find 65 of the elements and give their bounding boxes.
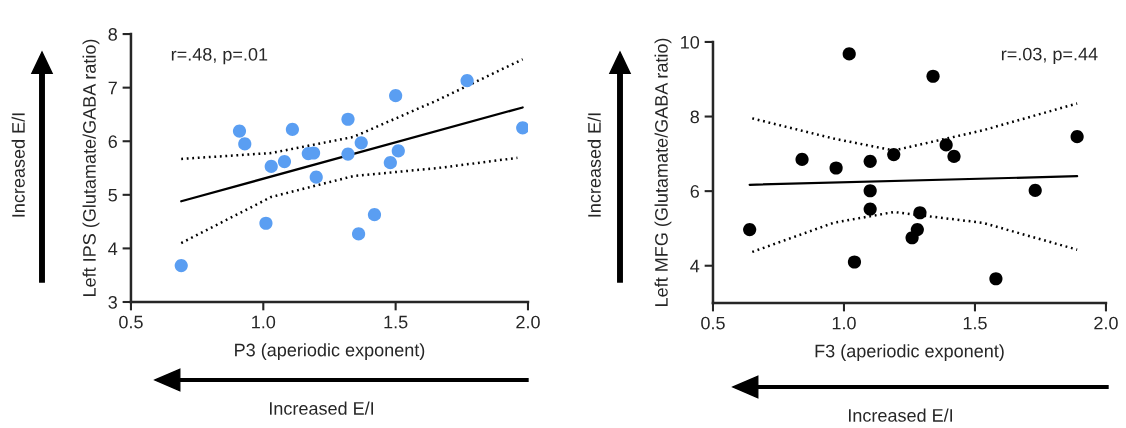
point <box>913 206 927 220</box>
x-tick-label: 2.0 <box>1094 316 1118 330</box>
y-tick-label: 8 <box>108 28 117 41</box>
point <box>238 137 252 151</box>
point <box>863 202 877 216</box>
point <box>847 255 862 269</box>
point <box>795 152 809 167</box>
point <box>341 112 355 126</box>
point <box>309 170 323 184</box>
y-tick-label: 5 <box>108 188 117 202</box>
y-tick-label: 8 <box>690 110 699 124</box>
x-tick-label: 0.5 <box>119 315 143 329</box>
y-tick-label: 4 <box>690 259 700 273</box>
y-axis-title: Left IPS (Glutamate/GABA ratio) <box>82 39 100 296</box>
point <box>232 124 247 138</box>
point <box>174 258 188 273</box>
point <box>829 161 843 175</box>
x-axis-title: P3 (aperiodic exponent) <box>235 343 425 360</box>
x-tick-label: 0.5 <box>701 316 725 330</box>
x-axis-title: F3 (aperiodic exponent) <box>815 344 1004 361</box>
point <box>947 149 961 164</box>
point <box>516 121 528 135</box>
point <box>341 147 355 161</box>
point <box>460 74 474 88</box>
point <box>1070 130 1084 144</box>
point <box>391 144 405 158</box>
point <box>989 272 1003 286</box>
y-tick-label: 4 <box>108 242 118 255</box>
point <box>277 155 292 169</box>
point <box>264 159 278 174</box>
y-tick-label: 6 <box>690 185 699 198</box>
point <box>887 147 901 162</box>
point <box>352 227 366 241</box>
annotation: r=.48, p=.01 <box>171 47 268 65</box>
text: Increased E/I <box>848 408 953 422</box>
point <box>939 138 953 152</box>
y-tick-label: 3 <box>108 295 117 309</box>
point <box>354 136 368 150</box>
y-tick-label: 10 <box>681 35 700 49</box>
point <box>307 146 321 160</box>
x-tick-label: 2.0 <box>516 315 540 329</box>
y-tick-label: 6 <box>108 135 117 148</box>
x-tick-label: 1.5 <box>384 315 408 329</box>
point <box>863 154 877 168</box>
text: Increased E/I <box>11 113 25 217</box>
text: Increased E/I <box>587 113 601 217</box>
point <box>863 184 877 198</box>
y-tick-label: 7 <box>108 81 117 95</box>
line-series <box>179 156 519 245</box>
point <box>259 216 273 230</box>
point <box>389 89 403 103</box>
annotation: r=.03, p=.44 <box>1001 47 1098 64</box>
x-tick-label: 1.0 <box>832 316 856 330</box>
point <box>383 156 397 170</box>
point <box>910 222 924 237</box>
point <box>1028 183 1042 197</box>
point <box>743 222 757 237</box>
point <box>285 122 299 137</box>
point <box>842 47 856 61</box>
y-axis-title: Left MFG (Glutamate/GABA ratio) <box>654 38 672 306</box>
point <box>367 208 382 222</box>
point <box>926 69 940 83</box>
x-tick-label: 1.5 <box>963 316 987 330</box>
text: Increased E/I <box>269 401 374 415</box>
x-tick-label: 1.0 <box>252 315 276 329</box>
